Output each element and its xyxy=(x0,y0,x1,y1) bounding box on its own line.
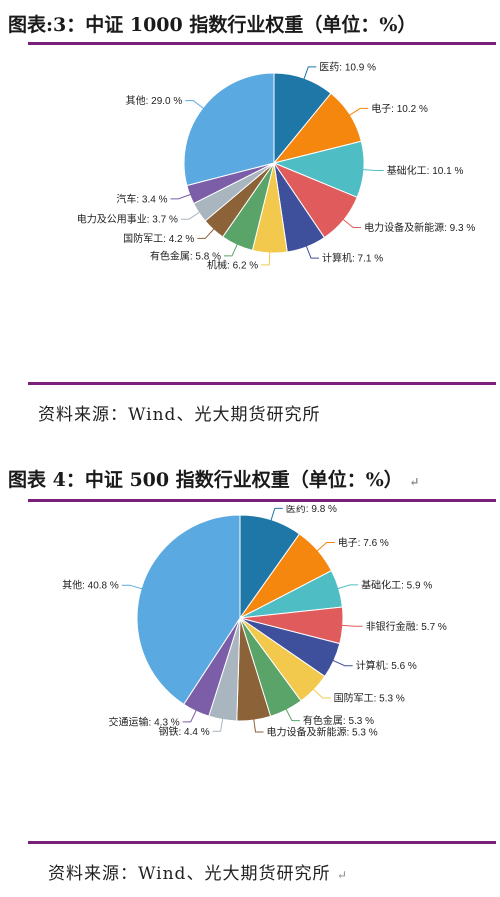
fig3-leader-line-9 xyxy=(170,193,192,200)
figure-4-bottom-rule xyxy=(28,841,496,844)
fig3-leader-line-5 xyxy=(261,250,271,266)
fig4-leader-line-2 xyxy=(336,584,359,590)
fig3-slice-label-2: 基础化工: 10.1 % xyxy=(387,164,464,177)
fig3-slice-label-5: 机械: 6.2 % xyxy=(207,258,258,271)
fig4-leader-line-5 xyxy=(312,687,331,699)
fig4-leader-line-0 xyxy=(270,507,283,522)
fig3-leader-line-2 xyxy=(361,169,384,171)
figure-3-pie-chart: 医药: 10.9 % 电子: 10.2 % 基础化工: 10.1 % 电力设备及新能源… xyxy=(77,61,476,271)
fig4-leader-line-9 xyxy=(182,709,198,723)
fig4-leader-line-7 xyxy=(253,718,264,733)
figure-3-source: 资料来源：Wind、光大期货研究所 xyxy=(38,405,321,425)
fig3-leader-line-4 xyxy=(305,244,319,259)
fig4-slice-label-9: 交通运输: 4.3 % xyxy=(109,715,180,728)
figure-3-bottom-rule xyxy=(28,382,496,385)
fig3-slice-label-7: 国防军工: 4.2 % xyxy=(123,232,194,245)
fig4-slice-label-2: 基础化工: 5.9 % xyxy=(361,578,432,591)
fig3-slice-label-1: 电子: 10.2 % xyxy=(371,102,428,115)
fig4-slice-label-6: 有色金属: 5.3 % xyxy=(303,714,374,727)
fig4-slice-label-7: 电力设备及新能源: 5.3 % xyxy=(267,726,378,739)
fig3-leader-line-7 xyxy=(197,227,216,239)
figure-3-title: 图表:3：中证 1000 指数行业权重（单位：%） xyxy=(8,14,417,36)
fig3-slice-label-0: 医药: 10.9 % xyxy=(319,61,376,73)
fig3-leader-line-10 xyxy=(185,100,205,110)
figure-4-source: 资料来源：Wind、光大期货研究所 ↵ xyxy=(48,859,348,884)
figure-4-source-text: 资料来源：Wind、光大期货研究所 xyxy=(48,864,331,884)
fig3-slice-label-6: 有色金属: 5.8 % xyxy=(150,249,221,262)
paragraph-mark-icon: ↵ xyxy=(336,868,348,882)
fig4-leader-line-10 xyxy=(121,584,144,590)
fig3-slice-label-9: 汽车: 3.4 % xyxy=(116,192,167,205)
fig3-leader-line-3 xyxy=(341,218,362,228)
figure-3-top-rule xyxy=(28,42,496,45)
fig4-slice-label-5: 国防军工: 5.3 % xyxy=(334,692,405,705)
fig4-slice-label-1: 电子: 7.6 % xyxy=(338,536,389,549)
fig3-leader-line-0 xyxy=(303,66,317,81)
fig4-slice-label-3: 非银行金融: 5.7 % xyxy=(366,620,447,633)
fig3-slice-label-4: 计算机: 7.1 % xyxy=(322,252,383,265)
fig3-leader-line-8 xyxy=(180,211,201,220)
fig4-slice-label-8: 钢铁: 4.4 % xyxy=(158,725,209,738)
paragraph-mark-icon: ↵ xyxy=(409,475,420,489)
fig4-leader-line-3 xyxy=(340,624,363,627)
fig4-leader-line-8 xyxy=(212,717,224,732)
figure-4-title-text: 图表 4：中证 500 指数行业权重（单位：%） xyxy=(8,469,403,491)
fig3-slice-label-8: 电力及公用事业: 3.7 % xyxy=(77,213,178,226)
fig3-leader-line-6 xyxy=(224,242,239,257)
fig4-slice-label-0: 医药: 9.8 % xyxy=(286,505,337,515)
figure-4-top-rule xyxy=(28,499,496,502)
fig4-leader-line-6 xyxy=(285,707,300,722)
figure-3: 图表:3：中证 1000 指数行业权重（单位：%） 医药: 10.9 % 电子: … xyxy=(0,0,500,440)
fig3-leader-line-1 xyxy=(348,107,369,117)
fig4-leader-line-4 xyxy=(331,659,353,667)
fig4-leader-line-1 xyxy=(315,542,335,553)
fig4-slice-label-4: 计算机: 5.6 % xyxy=(356,659,417,672)
figure-4: 图表 4：中证 500 指数行业权重（单位：%） ↵ 医药: 9.8 % 电子: … xyxy=(0,445,500,897)
fig4-slice-label-10: 其他: 40.8 % xyxy=(62,579,119,592)
figure-4-title: 图表 4：中证 500 指数行业权重（单位：%） ↵ xyxy=(8,465,419,492)
fig3-slice-label-10: 其他: 29.0 % xyxy=(126,94,183,107)
fig3-slice-label-3: 电力设备及新能源: 9.3 % xyxy=(364,221,475,234)
figure-4-pie-chart: 医药: 9.8 % 电子: 7.6 % 基础化工: 5.9 % 非银行金融: 5.7 … xyxy=(62,505,447,739)
